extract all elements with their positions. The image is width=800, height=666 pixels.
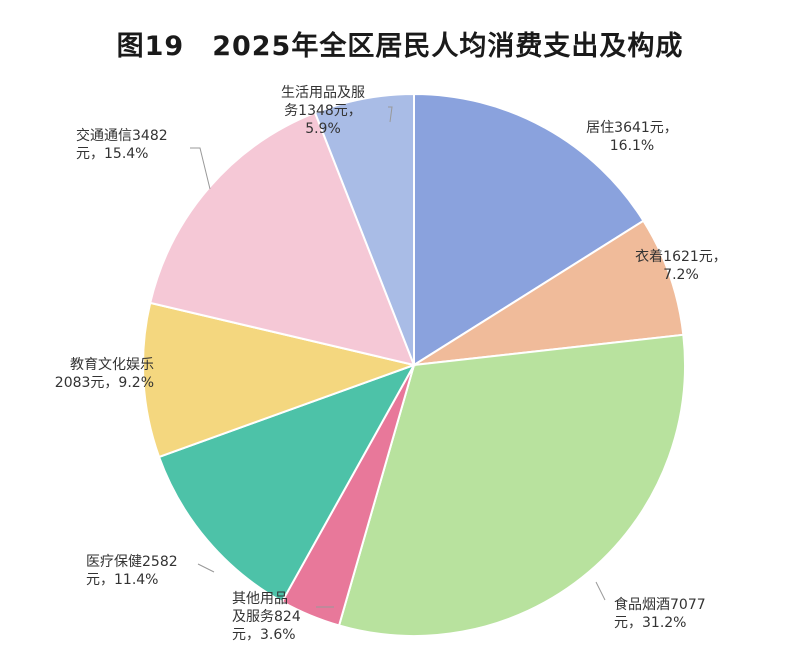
- slice-label-line: 其他用品: [232, 591, 288, 607]
- slice-label-3: 食品烟酒7077 元，31.2%: [614, 596, 744, 632]
- slice-label-line: 元，31.2%: [614, 615, 687, 631]
- leader-line-7: [190, 147, 211, 190]
- pie-slice-1: [413, 92, 645, 367]
- slice-label-line: 居住3641元，: [586, 120, 678, 136]
- pie-slice-8: [313, 92, 415, 366]
- slice-label-line: 元，11.4%: [86, 572, 159, 588]
- chart-title: 图19 2025年全区居民人均消费支出及构成: [116, 31, 684, 62]
- slice-label-line: 及服务824: [232, 609, 301, 625]
- slice-label-line: 元，3.6%: [232, 627, 296, 643]
- slice-label-line: 元，15.4%: [76, 146, 149, 162]
- slice-label-2: 衣着1621元， 7.2%: [626, 248, 736, 284]
- slice-label-line: 衣着1621元，: [635, 249, 727, 265]
- slice-label-line: 生活用品及服: [281, 85, 365, 101]
- slice-label-line: 食品烟酒7077: [614, 597, 706, 613]
- leader-line-5: [197, 563, 215, 573]
- slice-label-line: 务1348元，: [284, 103, 362, 119]
- leader-line-3: [595, 581, 606, 601]
- slice-label-7: 交通通信3482 元，15.4%: [76, 127, 206, 163]
- slice-label-line: 5.9%: [305, 121, 341, 137]
- pie-slice-5: [157, 363, 417, 604]
- slice-label-line: 2083元，9.2%: [54, 375, 154, 391]
- slice-label-6: 教育文化娱乐 2083元，9.2%: [36, 356, 154, 392]
- slice-label-8: 生活用品及服 务1348元， 5.9%: [248, 84, 398, 138]
- slice-label-5: 医疗保健2582 元，11.4%: [86, 553, 206, 589]
- slice-label-line: 7.2%: [663, 267, 699, 283]
- slice-label-line: 交通通信3482: [76, 128, 168, 144]
- slice-label-4: 其他用品及服务824 元，3.6%: [232, 590, 332, 644]
- pie-slice-2: [413, 219, 685, 366]
- slice-label-1: 居住3641元， 16.1%: [572, 119, 692, 155]
- pie-slice-6: [142, 301, 418, 459]
- leader-line-8: [388, 106, 393, 123]
- slice-label-line: 医疗保健2582: [86, 554, 178, 570]
- slice-label-line: 16.1%: [609, 138, 655, 154]
- slice-label-line: 教育文化娱乐: [70, 357, 154, 373]
- pie-slice-3: [337, 333, 686, 637]
